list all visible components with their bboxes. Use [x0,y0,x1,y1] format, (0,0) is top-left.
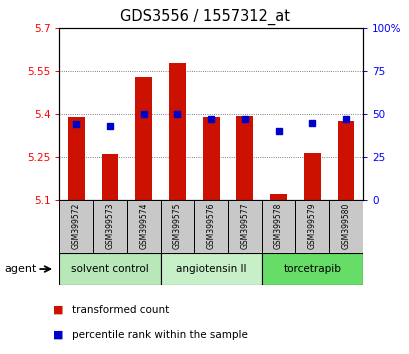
Text: GSM399572: GSM399572 [72,202,81,249]
Bar [202,117,219,200]
Bar [236,116,253,200]
Text: GSM399576: GSM399576 [206,202,215,249]
Text: GSM399574: GSM399574 [139,202,148,249]
Text: GDS3556 / 1557312_at: GDS3556 / 1557312_at [120,9,289,25]
Bar [93,200,126,253]
Text: torcetrapib: torcetrapib [283,264,340,274]
Text: GSM399578: GSM399578 [273,202,282,249]
Text: agent: agent [4,264,36,274]
Bar [194,200,227,253]
Bar [160,253,261,285]
Text: ■: ■ [53,330,64,339]
Text: solvent control: solvent control [71,264,148,274]
Bar [303,153,320,200]
Bar [135,77,152,200]
Text: GSM399580: GSM399580 [341,202,350,249]
Bar [270,194,286,200]
Bar [261,253,362,285]
Bar [160,200,194,253]
Bar [126,200,160,253]
Bar [295,200,328,253]
Bar [169,63,185,200]
Bar [59,253,160,285]
Bar [328,200,362,253]
Text: percentile rank within the sample: percentile rank within the sample [72,330,247,339]
Bar [101,154,118,200]
Text: GSM399575: GSM399575 [173,202,182,249]
Text: GSM399579: GSM399579 [307,202,316,249]
Bar [261,200,295,253]
Bar [59,200,93,253]
Text: ■: ■ [53,305,64,315]
Bar [337,121,353,200]
Text: transformed count: transformed count [72,305,169,315]
Text: GSM399573: GSM399573 [105,202,114,249]
Bar [68,117,85,200]
Text: angiotensin II: angiotensin II [175,264,246,274]
Bar [227,200,261,253]
Text: GSM399577: GSM399577 [240,202,249,249]
